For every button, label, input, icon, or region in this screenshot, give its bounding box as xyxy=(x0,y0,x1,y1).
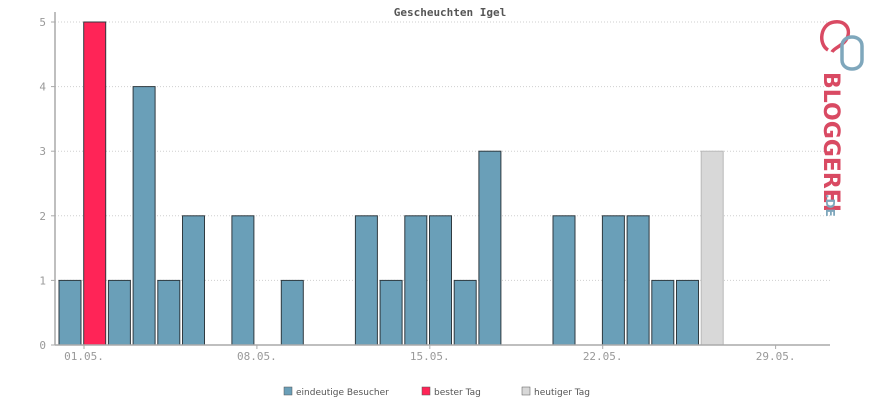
legend-label: bester Tag xyxy=(434,388,481,398)
axes xyxy=(54,12,830,346)
logo-suffix: .DE xyxy=(823,194,837,217)
legend-swatch xyxy=(421,386,431,396)
x-tick-label: 01.05. xyxy=(64,350,104,363)
legend-swatch xyxy=(521,386,531,396)
bar xyxy=(429,215,452,346)
bar xyxy=(453,279,477,346)
bar xyxy=(132,86,156,346)
x-tick-label: 29.05. xyxy=(756,350,796,363)
bars xyxy=(58,21,724,346)
bar xyxy=(478,150,502,346)
y-tick-label: 2 xyxy=(39,210,46,223)
y-tick-label: 5 xyxy=(39,16,46,29)
bar xyxy=(83,21,107,346)
bar xyxy=(676,279,699,346)
legend: eindeutige Besucher bester Tag heutiger Ta… xyxy=(283,386,590,398)
x-tick-label: 08.05. xyxy=(237,350,277,363)
y-tick-label: 1 xyxy=(39,274,46,287)
bloggerei-logo: BLOGGEREI .DE xyxy=(818,20,864,217)
bar xyxy=(354,215,378,346)
y-tick-label: 4 xyxy=(39,81,46,94)
y-tick-label: 3 xyxy=(39,145,46,158)
legend-label: eindeutige Besucher xyxy=(296,388,389,398)
chart-title: Gescheuchten Igel xyxy=(394,6,507,19)
x-axis-labels: 01.05. 08.05. 15.05. 22.05. 29.05. xyxy=(64,345,795,363)
bar xyxy=(157,279,181,346)
bar xyxy=(552,215,576,346)
legend-swatch xyxy=(283,386,293,396)
bar xyxy=(404,215,428,346)
x-tick-label: 22.05. xyxy=(583,350,623,363)
bar xyxy=(107,279,131,346)
bar xyxy=(280,279,304,346)
x-tick-label: 15.05. xyxy=(410,350,450,363)
bar xyxy=(58,279,82,346)
y-axis-labels: 0 1 2 3 4 5 xyxy=(39,16,55,352)
bar xyxy=(601,215,625,346)
bar xyxy=(651,279,675,346)
bar xyxy=(182,215,205,346)
bar xyxy=(700,150,724,346)
legend-label: heutiger Tag xyxy=(534,388,590,398)
logo-text: BLOGGEREI xyxy=(818,72,843,212)
bar xyxy=(626,215,650,346)
bar xyxy=(231,215,255,346)
bloggerei-logo-icon xyxy=(820,20,864,71)
bar xyxy=(379,279,403,346)
y-tick-label: 0 xyxy=(39,339,46,352)
